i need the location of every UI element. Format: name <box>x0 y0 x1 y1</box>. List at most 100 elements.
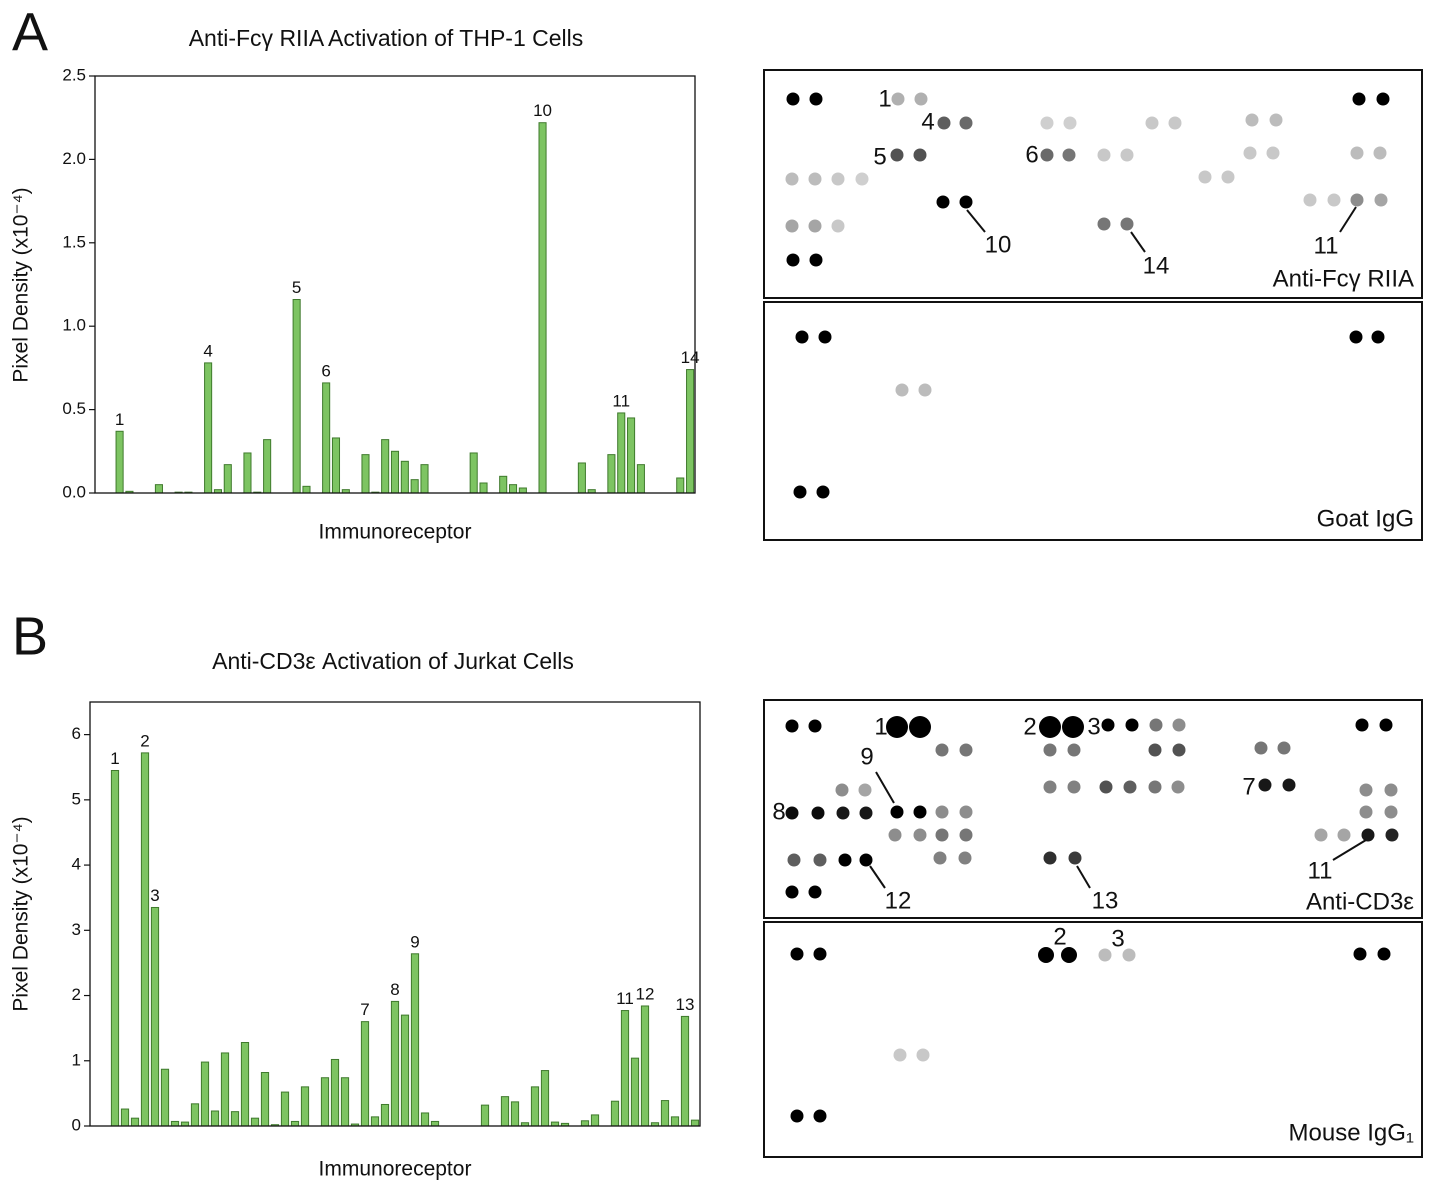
blot-spot <box>1246 114 1259 127</box>
bar <box>303 486 310 493</box>
blot-spot <box>809 173 822 186</box>
bar-label: 4 <box>203 341 212 360</box>
bar-label: 14 <box>681 348 700 367</box>
blot-spot <box>1351 194 1364 207</box>
blot-callout: 11 <box>1314 232 1339 259</box>
blot-spot <box>1304 194 1317 207</box>
blot-spot <box>919 384 932 397</box>
blot-spot <box>786 173 799 186</box>
bar <box>171 1121 178 1126</box>
panel-letter: A <box>12 2 48 62</box>
blot-spot <box>810 254 823 267</box>
blot-spot <box>1069 852 1082 865</box>
blot-spot <box>915 93 928 106</box>
blot-spot <box>856 173 869 186</box>
blot-spot <box>1124 781 1137 794</box>
bar <box>116 431 123 493</box>
blot-spot <box>1278 742 1291 755</box>
blot-spot <box>1360 784 1373 797</box>
y-tick-label: 1.5 <box>62 232 86 251</box>
blot-spot <box>1375 194 1388 207</box>
bar <box>331 1059 338 1126</box>
blot-spot <box>889 829 902 842</box>
bar <box>531 1087 538 1126</box>
bar <box>221 1053 228 1126</box>
blot-callout: 13 <box>1092 887 1119 914</box>
blot-spot <box>814 854 827 867</box>
blot-spot <box>1044 852 1057 865</box>
blot-callout: 1 <box>878 85 891 112</box>
bar <box>681 1016 688 1126</box>
blot-spot <box>1172 781 1185 794</box>
blot-spot <box>1098 149 1111 162</box>
blot-spot <box>832 220 845 233</box>
blot-spot <box>1267 147 1280 160</box>
bar <box>539 123 546 493</box>
blot-spot <box>1121 149 1134 162</box>
blot-callout: 14 <box>1143 252 1170 279</box>
bar <box>191 1104 198 1126</box>
blot-spot <box>960 806 973 819</box>
bar <box>131 1118 138 1126</box>
y-tick-label: 2.5 <box>62 65 86 84</box>
blot-spot <box>859 784 872 797</box>
blot-spot <box>809 720 822 733</box>
bar <box>121 1109 128 1126</box>
blot-spot <box>812 807 825 820</box>
bar <box>323 383 330 493</box>
bar <box>362 455 369 493</box>
bar <box>111 770 118 1126</box>
blot-callout: 5 <box>873 143 886 170</box>
bar <box>201 1062 208 1126</box>
y-tick-label: 5 <box>72 789 81 808</box>
y-axis-label: Pixel Density (x10⁻⁴) <box>10 187 33 382</box>
bar <box>281 1092 288 1126</box>
y-axis-label: Pixel Density (x10⁻⁴) <box>10 816 33 1011</box>
bar <box>401 1015 408 1126</box>
bar-label: 8 <box>390 980 399 999</box>
bar-label: 10 <box>533 101 552 120</box>
blot-callout: 2 <box>1053 923 1066 950</box>
blot-spot <box>1360 806 1373 819</box>
bar <box>411 480 418 493</box>
bar <box>371 1117 378 1126</box>
blot-spot <box>1100 781 1113 794</box>
bar <box>361 1022 368 1126</box>
blot-callout: 10 <box>985 231 1012 258</box>
bar <box>511 1102 518 1126</box>
y-tick-label: 2 <box>72 985 81 1004</box>
blot-spot <box>786 807 799 820</box>
bar-label: 13 <box>676 995 695 1014</box>
blot-spot <box>1064 117 1077 130</box>
blot-spot <box>894 1049 907 1062</box>
blot-spot <box>891 806 904 819</box>
bar <box>241 1043 248 1126</box>
blot-spot <box>1255 742 1268 755</box>
blot-spot <box>794 486 807 499</box>
blot-spot <box>788 854 801 867</box>
blot-spot <box>938 117 951 130</box>
bar-label: 11 <box>612 391 630 410</box>
blot-callout: 11 <box>1308 857 1333 884</box>
blot-spot <box>1063 149 1076 162</box>
blot-spot <box>1354 948 1367 961</box>
blot-spot <box>1068 744 1081 757</box>
blot-spot <box>1385 784 1398 797</box>
blot-spot <box>796 331 809 344</box>
blot-spot <box>1041 117 1054 130</box>
blot-callout: 3 <box>1087 713 1100 740</box>
blot-spot <box>1244 147 1257 160</box>
blot-spot <box>960 744 973 757</box>
blot-spot <box>860 807 873 820</box>
blot-spot <box>1350 331 1363 344</box>
blot-spot <box>936 744 949 757</box>
bar <box>401 461 408 493</box>
blot-spot <box>814 948 827 961</box>
blot-spot <box>819 331 832 344</box>
bar <box>391 1001 398 1126</box>
blot-spot <box>1041 149 1054 162</box>
bar-label: 5 <box>292 278 301 297</box>
blot-spot <box>786 720 799 733</box>
bar <box>431 1121 438 1126</box>
blot-callout: 6 <box>1025 141 1038 168</box>
